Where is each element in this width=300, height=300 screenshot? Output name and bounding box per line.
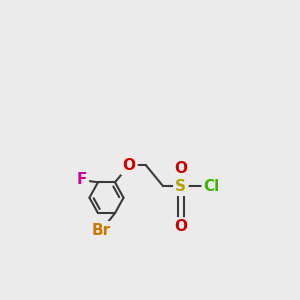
Text: O: O [174,220,188,235]
Text: S: S [176,178,186,194]
Text: Br: Br [92,223,111,238]
Text: F: F [76,172,87,188]
Text: O: O [174,161,188,176]
Text: O: O [122,158,136,173]
Text: Cl: Cl [204,178,220,194]
